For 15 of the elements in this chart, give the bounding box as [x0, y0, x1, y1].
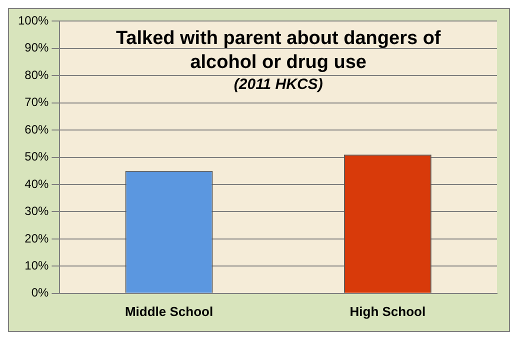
y-tick-label: 60%	[24, 122, 50, 136]
y-tick-label: 10%	[24, 258, 50, 272]
y-tick-label: 80%	[24, 68, 50, 82]
y-tick-label: 50%	[24, 150, 50, 164]
x-tick-label: High School	[350, 304, 426, 319]
y-tick-label: 0%	[31, 286, 50, 300]
y-tick-label: 90%	[24, 40, 50, 55]
y-tick-label: 30%	[24, 204, 50, 218]
y-tick-label: 70%	[24, 95, 50, 110]
y-tick-label: 20%	[24, 231, 50, 246]
y-tick-label: 100%	[18, 14, 50, 28]
text: (2011 HKCS)	[234, 76, 323, 93]
x-tick-label: Middle School	[124, 304, 214, 319]
y-tick-label: 40%	[24, 176, 50, 191]
text: Talked with parent about dangers of alcohol or drug use	[116, 28, 442, 73]
